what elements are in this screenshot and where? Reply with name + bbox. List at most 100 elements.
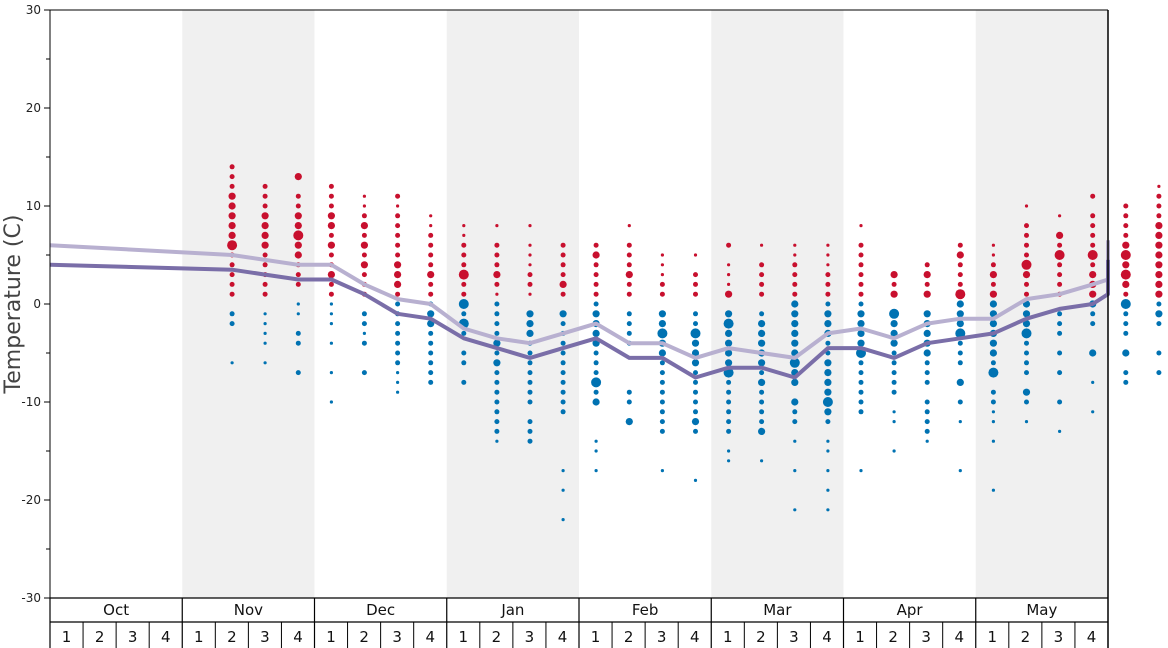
cold-point <box>428 379 434 385</box>
warm-point <box>858 242 864 248</box>
warm-point <box>560 252 566 258</box>
warm-point <box>361 252 367 258</box>
cold-point <box>759 409 765 415</box>
warm-point <box>528 224 532 228</box>
cold-point <box>889 308 900 319</box>
warm-point <box>395 213 401 219</box>
cold-point <box>791 300 799 308</box>
warm-point <box>1090 223 1096 229</box>
warm-point <box>1089 290 1097 298</box>
cold-point <box>626 389 632 395</box>
cold-point <box>1022 320 1031 328</box>
warm-point <box>727 263 731 267</box>
warm-point <box>262 281 268 287</box>
warm-point <box>428 281 434 287</box>
warm-point <box>989 290 998 298</box>
cold-point <box>791 320 799 328</box>
cold-point <box>858 399 864 405</box>
warm-point <box>759 281 765 287</box>
cold-point <box>791 339 799 347</box>
cold-point <box>494 321 500 327</box>
warm-point <box>293 230 304 241</box>
warm-point <box>560 291 566 297</box>
cold-point <box>791 378 799 386</box>
warm-point <box>361 272 367 278</box>
warm-point <box>1024 252 1029 258</box>
warm-point <box>1156 213 1162 219</box>
warm-point <box>360 222 368 230</box>
cold-point <box>659 399 665 405</box>
cold-point <box>989 300 998 308</box>
cold-point <box>396 390 400 394</box>
cold-point <box>891 350 897 356</box>
cold-point <box>329 312 333 316</box>
cold-point <box>658 310 667 318</box>
warm-point <box>360 241 368 249</box>
cold-point <box>1091 380 1095 384</box>
warm-point <box>1155 280 1163 288</box>
cold-point <box>859 469 863 473</box>
cold-point <box>1022 310 1031 318</box>
warm-point <box>229 272 235 278</box>
cold-point <box>691 359 700 367</box>
cold-point <box>659 419 665 425</box>
warm-point <box>1056 231 1064 239</box>
cold-point <box>428 360 434 366</box>
warm-point <box>1123 223 1129 229</box>
cold-point <box>1090 311 1096 317</box>
cold-point <box>789 357 800 368</box>
cold-point <box>693 311 698 317</box>
cold-point <box>925 439 929 443</box>
cold-point <box>957 360 963 366</box>
warm-point <box>1058 214 1062 218</box>
warm-point <box>593 291 599 297</box>
warm-point <box>626 242 632 248</box>
cold-point <box>494 379 500 385</box>
warm-point <box>890 271 898 279</box>
cold-point <box>758 359 766 367</box>
warm-point <box>826 263 830 267</box>
cold-point <box>989 320 998 328</box>
cold-point <box>428 370 434 376</box>
y-tick-label: 20 <box>26 101 41 115</box>
cold-point <box>725 329 733 337</box>
cold-point <box>296 312 300 316</box>
warm-point <box>792 291 798 297</box>
cold-point <box>892 410 896 414</box>
week-label: 1 <box>591 628 601 646</box>
warm-point <box>494 281 500 287</box>
cold-point <box>1090 321 1096 327</box>
cold-point <box>690 328 701 339</box>
cold-point <box>990 360 996 366</box>
cold-point <box>494 350 500 356</box>
cold-point <box>858 389 864 395</box>
cold-point <box>1057 321 1063 327</box>
y-tick-label: -30 <box>21 591 41 605</box>
cold-point <box>561 469 565 473</box>
cold-point <box>988 367 999 378</box>
cold-point <box>527 438 533 444</box>
cold-point <box>594 469 598 473</box>
warm-point <box>395 223 401 229</box>
cold-point <box>592 329 600 337</box>
cold-point <box>263 322 267 326</box>
week-label: 2 <box>756 628 766 646</box>
month-label-nov: Nov <box>234 601 263 619</box>
warm-point <box>328 183 334 189</box>
warm-point <box>1024 204 1029 208</box>
warm-point <box>361 232 367 238</box>
warm-point <box>1024 242 1029 248</box>
warm-point <box>891 281 897 287</box>
cold-point <box>759 389 765 395</box>
warm-point <box>395 252 401 258</box>
cold-point <box>693 428 698 434</box>
cold-point <box>395 340 401 346</box>
warm-point <box>1155 261 1163 269</box>
warm-point <box>527 272 533 278</box>
cold-point <box>759 399 765 405</box>
warm-point <box>826 243 830 247</box>
month-shade-mar <box>711 10 844 598</box>
week-label: 1 <box>988 628 998 646</box>
warm-point <box>560 272 566 278</box>
warm-point <box>955 289 966 300</box>
